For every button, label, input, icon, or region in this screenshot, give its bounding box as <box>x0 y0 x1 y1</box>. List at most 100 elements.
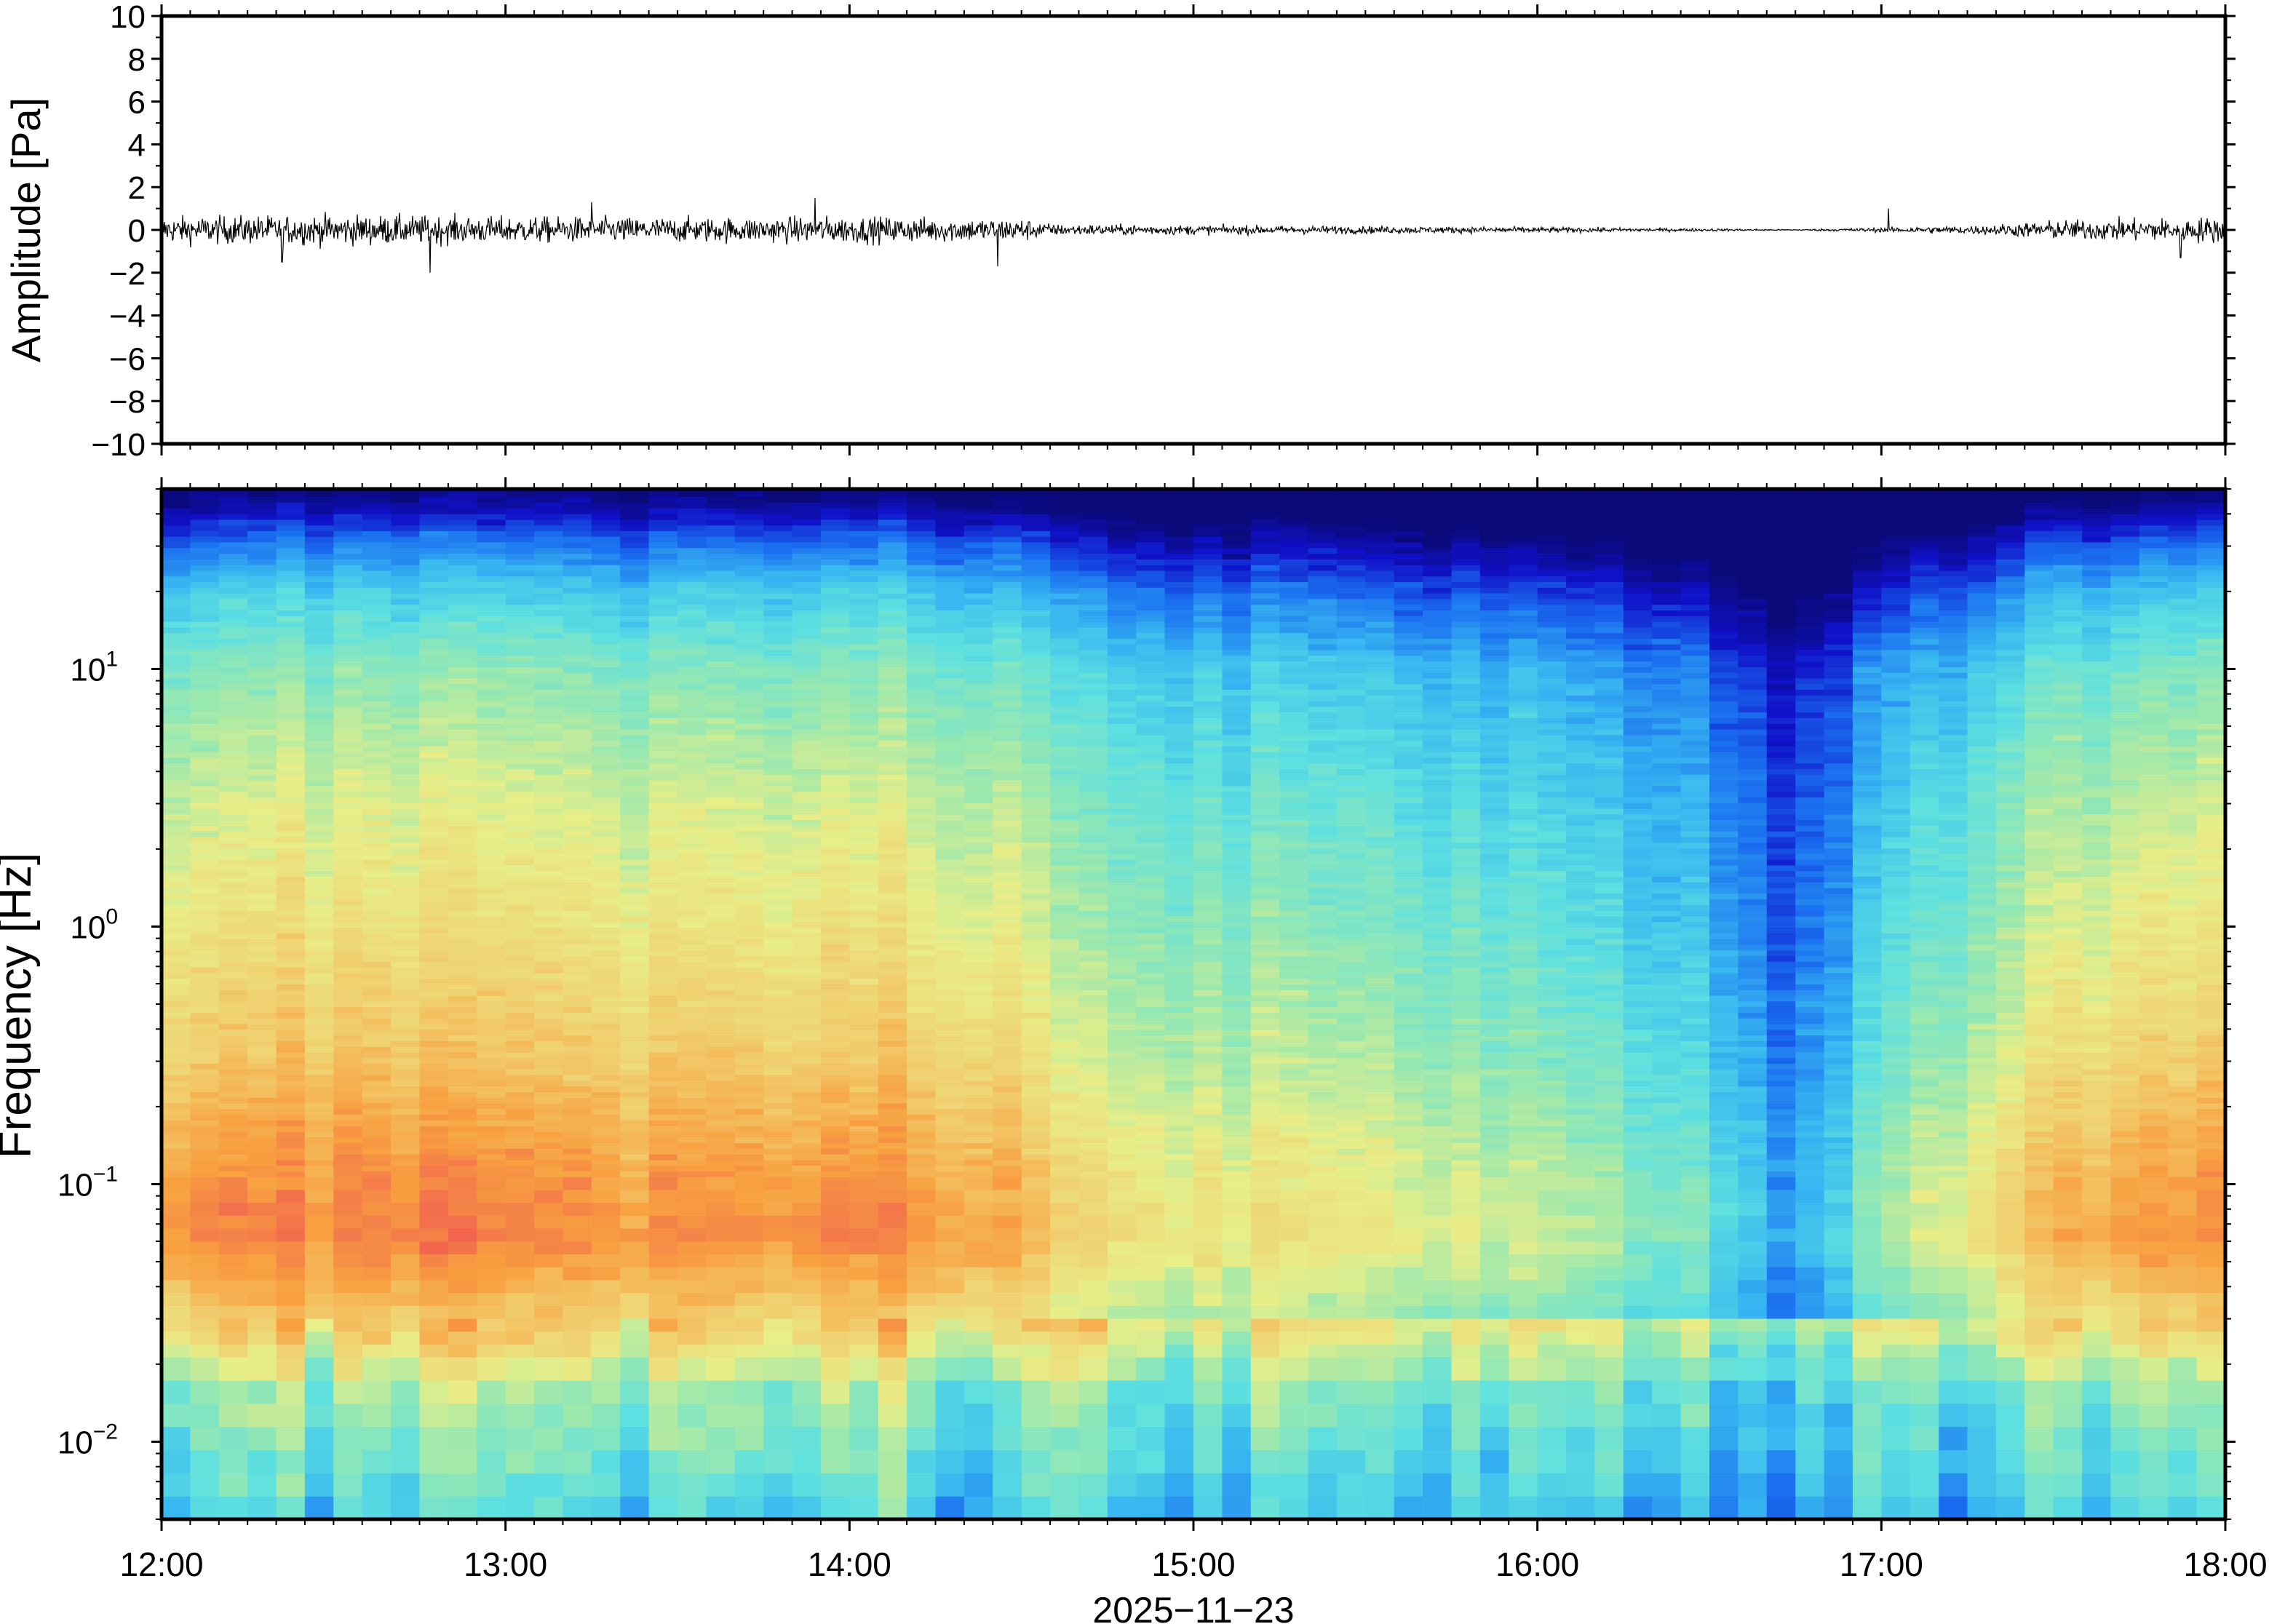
spectrogram-cell <box>849 944 879 951</box>
spectrogram-cell <box>706 1114 736 1121</box>
spectrogram-cell <box>1050 1305 1080 1319</box>
spectrogram-cell <box>563 1018 592 1024</box>
spectrogram-cell <box>993 1029 1022 1036</box>
spectrogram-cell <box>477 967 506 974</box>
spectrogram-cell <box>620 819 650 826</box>
spectrogram-cell <box>563 1000 592 1008</box>
spectrogram-cell <box>190 780 220 787</box>
spectrogram-cell <box>648 655 678 662</box>
spectrogram-cell <box>1050 701 1080 707</box>
spectrogram-cell <box>677 967 707 974</box>
spectrogram-cell <box>333 666 363 673</box>
spectrogram-cell <box>276 508 306 514</box>
spectrogram-cell <box>820 1154 850 1161</box>
spectrogram-cell <box>849 853 879 860</box>
spectrogram-cell <box>734 950 764 957</box>
spectrogram-cell <box>276 915 306 923</box>
spectrogram-cell <box>993 842 1022 849</box>
spectrogram-cell <box>620 1126 650 1132</box>
spectrogram-cell <box>391 950 421 957</box>
spectrogram-cell <box>1021 1000 1051 1008</box>
spectrogram-cell <box>620 1292 650 1306</box>
spectrogram-cell <box>907 621 937 628</box>
spectrogram-cell <box>190 1006 220 1013</box>
spectrogram-cell <box>763 541 793 549</box>
spectrogram-cell <box>907 933 937 939</box>
spectrogram-cell <box>1136 939 1166 945</box>
spectrogram-cell <box>620 1051 650 1059</box>
spectrogram-cell <box>878 990 907 996</box>
spectrogram-cell <box>849 813 879 821</box>
spectrogram-cell <box>362 1029 392 1036</box>
spectrogram-cell <box>963 752 993 758</box>
spectrogram-cell <box>734 1086 764 1092</box>
spectrogram-cell <box>448 819 477 826</box>
spectrogram-cell <box>162 803 191 809</box>
spectrogram-cell <box>247 972 277 979</box>
spectrogram-cell <box>1107 728 1137 736</box>
spectrogram-cell <box>648 859 678 866</box>
spectrogram-cell <box>505 632 535 639</box>
spectrogram-cell <box>648 1177 678 1190</box>
spectrogram-cell <box>276 610 306 616</box>
spectrogram-cell <box>907 842 937 849</box>
spectrogram-cell <box>1078 1344 1108 1358</box>
spectrogram-cell <box>563 1292 592 1306</box>
spectrogram-cell <box>190 1267 220 1281</box>
spectrogram-cell <box>706 1215 736 1229</box>
spectrogram-cell <box>419 1171 449 1177</box>
spectrogram-cell <box>218 899 248 905</box>
spectrogram-cell <box>362 984 392 990</box>
spectrogram-cell <box>1136 1057 1166 1064</box>
spectrogram-cell <box>477 1126 506 1132</box>
spectrogram-cell <box>1021 490 1051 498</box>
spectrogram-cell <box>706 967 736 974</box>
spectrogram-cell <box>391 1063 421 1070</box>
spectrogram-cell <box>820 1120 850 1126</box>
spectrogram-cell <box>563 939 592 945</box>
spectrogram-cell <box>190 1254 220 1267</box>
spectrogram-cell <box>304 1189 334 1203</box>
spectrogram-cell <box>792 961 822 968</box>
spectrogram-cell <box>505 598 535 605</box>
spectrogram-cell <box>620 825 650 832</box>
spectrogram-cell <box>706 1403 736 1428</box>
spectrogram-cell <box>419 978 449 984</box>
spectrogram-cell <box>591 689 621 696</box>
spectrogram-cell <box>362 1154 392 1161</box>
spectrogram-cell <box>276 1018 306 1024</box>
spectrogram-cell <box>276 746 306 752</box>
spectrogram-cell <box>276 1069 306 1075</box>
spectrogram-cell <box>734 899 764 905</box>
spectrogram-cell <box>448 1006 477 1013</box>
spectrogram-cell <box>419 808 449 815</box>
spectrogram-cell <box>878 632 907 639</box>
spectrogram-cell <box>963 565 993 571</box>
spectrogram-cell <box>218 1120 248 1126</box>
spectrogram-cell <box>563 1051 592 1059</box>
spectrogram-cell <box>963 803 993 809</box>
spectrogram-cell <box>505 547 535 554</box>
spectrogram-cell <box>620 1086 650 1092</box>
spectrogram-cell <box>820 1189 850 1203</box>
spectrogram-cell <box>304 1344 334 1358</box>
spectrogram-cell <box>477 1215 506 1229</box>
spectrogram-cell <box>304 1154 334 1161</box>
spectrogram-cell <box>907 502 937 509</box>
spectrogram-cell <box>620 1496 650 1520</box>
spectrogram-cell <box>1050 1108 1080 1115</box>
spectrogram-cell <box>620 1241 650 1254</box>
spectrogram-cell <box>878 1086 907 1092</box>
spectrogram-cell <box>190 683 220 690</box>
spectrogram-cell <box>734 1403 764 1428</box>
spectrogram-cell <box>1021 1165 1051 1171</box>
spectrogram-cell <box>276 1496 306 1520</box>
spectrogram-cell <box>218 508 248 514</box>
spectrogram-cell <box>963 1202 993 1216</box>
spectrogram-cell <box>648 1029 678 1036</box>
spectrogram-cell <box>333 1449 363 1473</box>
spectrogram-cell <box>648 774 678 781</box>
spectrogram-cell <box>190 921 220 928</box>
spectrogram-cell <box>218 536 248 543</box>
spectrogram-cell <box>820 848 850 854</box>
